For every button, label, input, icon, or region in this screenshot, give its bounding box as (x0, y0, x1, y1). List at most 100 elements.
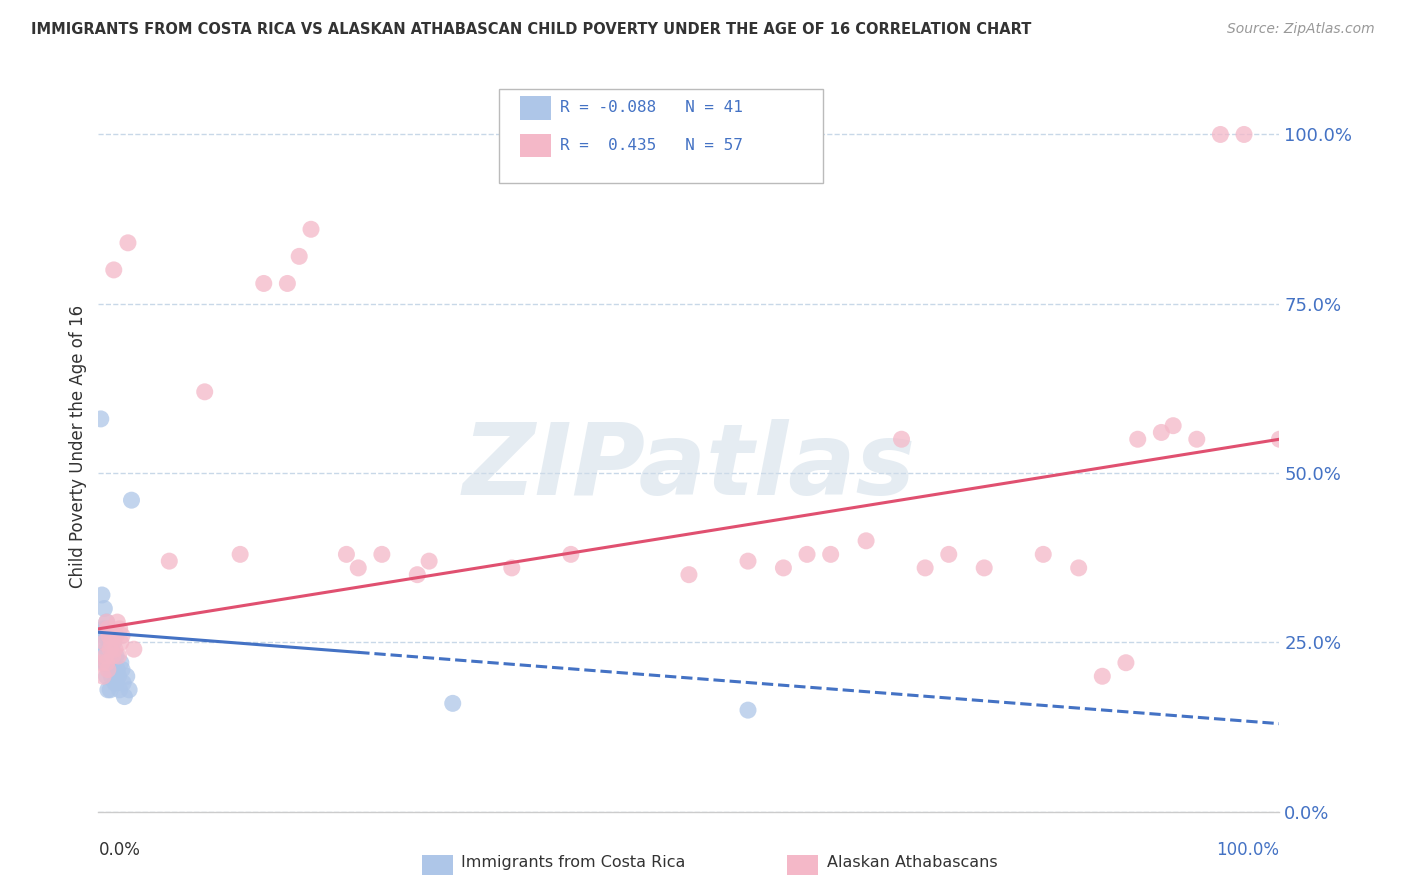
Point (94, 648, 117, 663)
Point (97, 622, 120, 636)
Point (103, 663, 125, 677)
Point (93, 629, 115, 643)
Point (110, 635, 132, 649)
Point (101, 648, 124, 663)
Point (1115, 656, 1137, 670)
Point (97, 663, 120, 677)
Point (1268, 432, 1291, 446)
Text: IMMIGRANTS FROM COSTA RICA VS ALASKAN ATHABASCAN CHILD POVERTY UNDER THE AGE OF : IMMIGRANTS FROM COSTA RICA VS ALASKAN AT… (31, 22, 1032, 37)
Point (501, 561, 523, 575)
Point (104, 676, 127, 690)
Point (737, 554, 759, 568)
Text: 100.0%: 100.0% (1216, 841, 1279, 859)
Point (229, 547, 252, 561)
Point (276, 277, 298, 291)
Point (1091, 669, 1114, 683)
Point (91, 588, 114, 602)
Text: ZIPatlas: ZIPatlas (463, 419, 915, 516)
Point (96, 669, 118, 683)
Point (1209, 128, 1232, 142)
Point (100, 669, 122, 683)
Point (98, 656, 121, 670)
Point (97, 682, 120, 697)
Text: R = -0.088   N = 41: R = -0.088 N = 41 (560, 101, 742, 115)
Point (121, 493, 143, 508)
Point (112, 676, 135, 690)
Point (91, 648, 114, 663)
Point (105, 629, 128, 643)
Point (101, 656, 124, 670)
Point (98, 682, 121, 697)
Point (97, 656, 120, 670)
Point (1032, 547, 1054, 561)
Point (820, 547, 842, 561)
Point (737, 703, 759, 717)
Point (406, 567, 429, 582)
Point (107, 648, 129, 663)
Point (938, 547, 960, 561)
Point (253, 277, 276, 291)
Point (98, 629, 121, 643)
Point (105, 648, 128, 663)
Point (111, 629, 134, 643)
Point (796, 547, 818, 561)
Point (94, 656, 117, 670)
Point (111, 663, 134, 677)
Point (107, 669, 129, 683)
Point (1126, 432, 1149, 446)
Text: Immigrants from Costa Rica: Immigrants from Costa Rica (461, 855, 686, 870)
Point (90, 412, 112, 426)
Point (91, 656, 114, 670)
Point (108, 682, 131, 697)
Point (104, 642, 127, 657)
Point (103, 263, 125, 277)
Point (890, 432, 912, 446)
Point (94, 622, 117, 636)
Point (100, 642, 122, 657)
Point (98, 642, 121, 657)
Point (112, 690, 135, 704)
Point (91, 622, 114, 636)
Point (118, 682, 141, 697)
Point (678, 567, 700, 582)
Point (1185, 432, 1208, 446)
Point (772, 561, 794, 575)
Point (93, 635, 115, 649)
Point (98, 663, 121, 677)
Point (1150, 425, 1173, 440)
Point (108, 622, 131, 636)
Point (299, 222, 322, 236)
Point (98, 635, 121, 649)
Point (91, 669, 114, 683)
Point (441, 697, 464, 711)
Point (194, 384, 217, 399)
Point (93, 656, 115, 670)
Point (1161, 418, 1184, 433)
Point (96, 615, 118, 629)
Text: Source: ZipAtlas.com: Source: ZipAtlas.com (1227, 22, 1375, 37)
Text: Alaskan Athabascans: Alaskan Athabascans (827, 855, 997, 870)
Point (347, 561, 370, 575)
Point (560, 547, 582, 561)
Point (97, 629, 120, 643)
Point (157, 554, 180, 568)
Text: 0.0%: 0.0% (98, 841, 141, 859)
Point (288, 249, 311, 263)
Y-axis label: Child Poverty Under the Age of 16: Child Poverty Under the Age of 16 (69, 304, 87, 588)
Point (110, 656, 132, 670)
Point (973, 561, 995, 575)
Point (418, 554, 440, 568)
Point (105, 663, 128, 677)
Point (96, 642, 118, 657)
Point (371, 547, 394, 561)
Point (122, 642, 145, 657)
Point (98, 629, 121, 643)
Point (105, 676, 128, 690)
Point (855, 533, 877, 548)
Point (91, 635, 114, 649)
Point (115, 669, 138, 683)
Point (335, 547, 357, 561)
Point (914, 561, 936, 575)
Point (96, 656, 118, 670)
Point (105, 615, 128, 629)
